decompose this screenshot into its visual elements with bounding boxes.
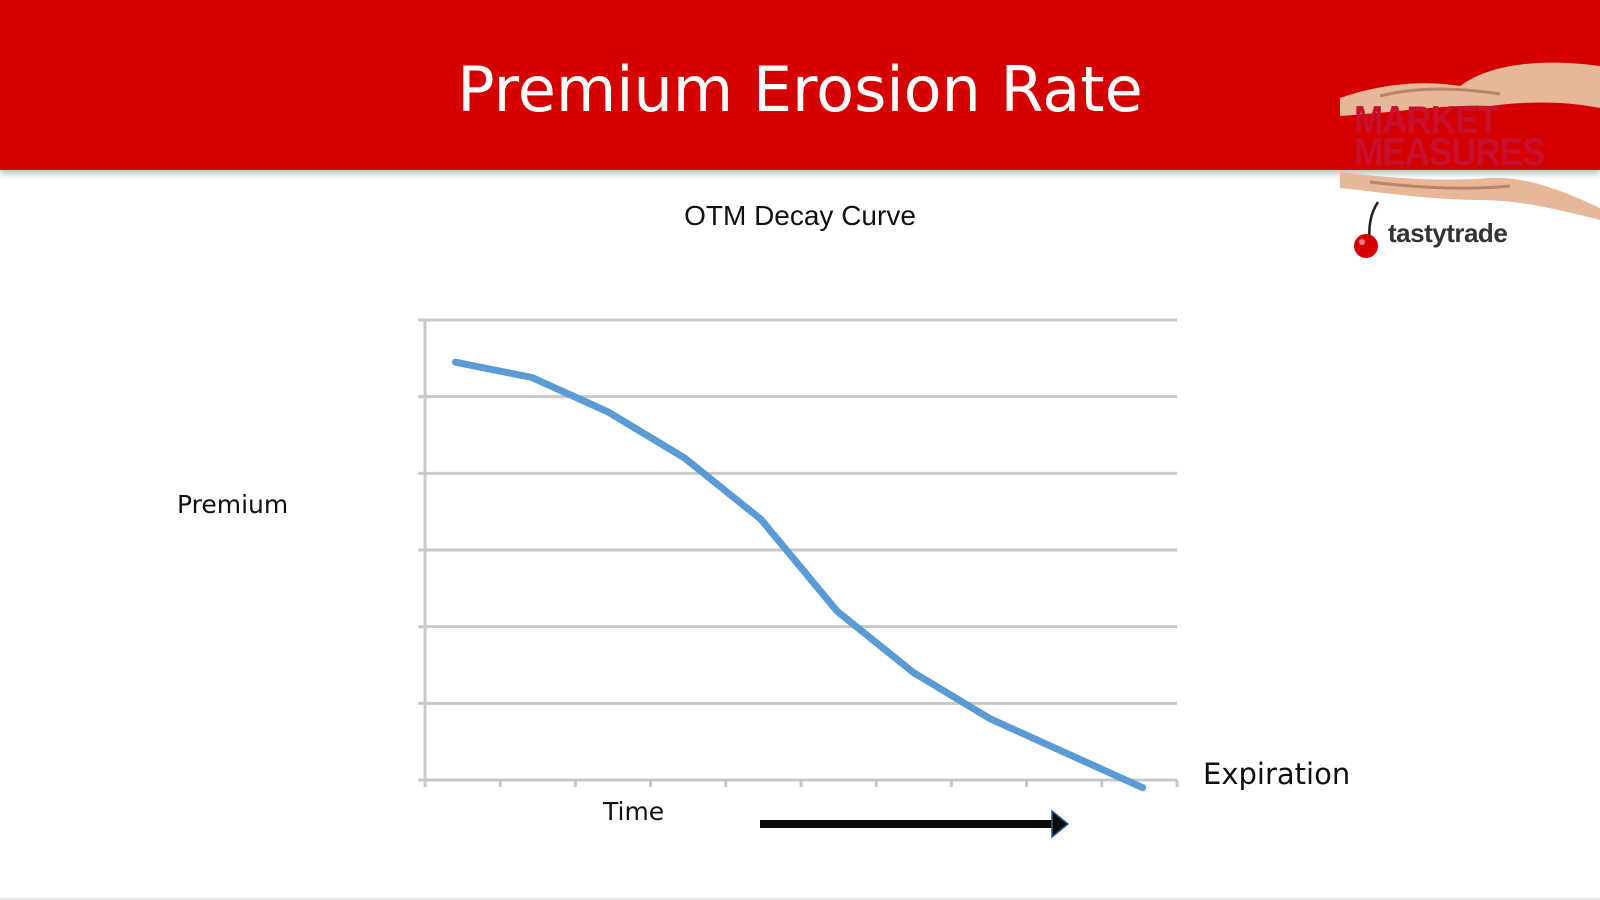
hands-icon [1340,62,1600,220]
cherry-icon [1354,201,1380,258]
x-axis-label: Time [603,797,665,826]
series-line [452,358,1147,792]
chart-title: OTM Decay Curve [684,200,916,231]
tastytrade-logo: tastytrade [1354,201,1548,260]
brand-line2: MEASURES [1354,131,1545,174]
title-banner [0,0,1600,170]
data-point [986,715,994,722]
brand-line1: MARKET [1354,99,1499,142]
data-point [681,454,688,462]
time-arrow-head [1051,809,1070,839]
data-point [1139,784,1146,791]
footer-divider [0,898,1600,900]
y-axis-label: Premium [177,490,289,519]
data-point [452,358,459,366]
data-point [605,408,612,416]
data-point [910,669,917,676]
data-point [1063,749,1070,757]
slide-title: Premium Erosion Rate [457,53,1143,126]
market-measures-logo: MARKET MEASURES tastytrade [1340,60,1600,270]
data-point [757,516,765,523]
data-point [834,608,841,615]
expiration-label: Expiration [1203,757,1351,791]
company-name: tastytrade [1388,218,1508,248]
data-point [528,374,536,381]
